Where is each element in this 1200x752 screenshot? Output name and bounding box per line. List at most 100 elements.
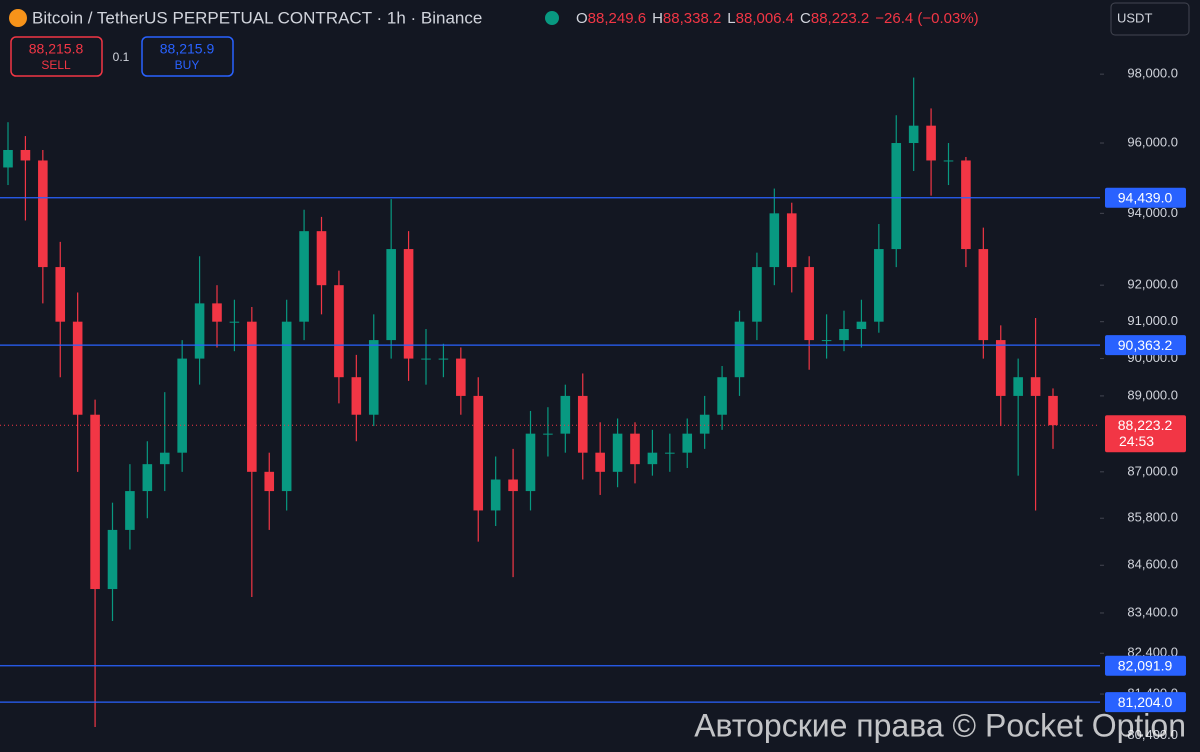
candle-body <box>421 358 431 360</box>
candle-body <box>1048 395 1058 426</box>
candle-body <box>159 452 170 465</box>
level-label: 82,091.9 <box>1118 657 1173 673</box>
legend-key: O <box>576 10 588 27</box>
plot-area: 98,000.0 96,000.0 94,000.0 92,000.0 91,000.0… <box>0 66 1186 742</box>
candle-body <box>995 340 1006 396</box>
level-tag <box>1105 187 1186 208</box>
candle-body <box>525 433 536 492</box>
candle-body <box>821 340 832 342</box>
candle-body <box>264 471 275 492</box>
watermark: Авторские права © Pocket Option <box>694 707 1186 743</box>
candle-body <box>229 321 240 323</box>
candle-body <box>125 491 135 530</box>
level-label: 81,204.0 <box>1118 694 1173 710</box>
candle-body <box>665 452 675 454</box>
candle-body <box>142 464 153 492</box>
candle-body <box>38 160 48 268</box>
legend-value: 88,006.4 <box>736 10 794 27</box>
candle-body <box>595 452 605 472</box>
last-price-label: 88,223.2 <box>1118 417 1173 433</box>
candle-body <box>734 321 745 378</box>
candle-body <box>804 267 814 341</box>
y-tick-label: 83,400.0 <box>1127 604 1178 619</box>
y-tick-label: 87,000.0 <box>1127 463 1178 478</box>
candle-body <box>403 249 414 359</box>
chart-title: Bitcoin / TetherUS PERPETUAL CONTRACT · … <box>32 8 482 27</box>
y-tick-label: 84,600.0 <box>1127 557 1178 572</box>
y-tick-label: 96,000.0 <box>1127 134 1178 149</box>
level-tag <box>1105 692 1186 713</box>
sell-button[interactable] <box>10 36 103 77</box>
candle-body <box>543 433 553 435</box>
candle-body <box>334 285 344 378</box>
candle-body <box>508 479 518 492</box>
bitcoin-icon <box>9 9 27 27</box>
quantity: 0.1 <box>113 50 130 64</box>
candle-body <box>978 249 989 341</box>
buy-button[interactable] <box>141 36 234 77</box>
legend-key: H <box>652 10 663 27</box>
candle-body <box>908 125 919 144</box>
y-tick-label: 80,400.0 <box>1127 727 1178 742</box>
candle-body <box>577 395 588 453</box>
legend-key: C <box>800 10 811 27</box>
candle-body <box>90 414 100 590</box>
ohlc-legend: O88,249.6 H88,338.2 L88,006.4 C88,223.2 −26.… <box>576 10 979 27</box>
candle-body <box>717 377 727 415</box>
buy-price: 88,215.9 <box>160 41 215 57</box>
level-tag <box>1105 655 1186 676</box>
candle-body <box>212 303 222 322</box>
candle-body <box>699 414 710 434</box>
candle-body <box>473 395 484 511</box>
currency-label: USDT <box>1117 10 1152 25</box>
candle-body <box>368 340 379 415</box>
candle-body <box>299 231 309 322</box>
sell-price: 88,215.8 <box>29 41 84 57</box>
legend-change: −26.4 (−0.03%) <box>875 10 978 27</box>
candle-body <box>3 149 13 168</box>
candle-body <box>612 433 623 472</box>
candle-body <box>72 321 83 415</box>
candle-body <box>874 249 884 322</box>
level-label: 94,439.0 <box>1118 189 1173 205</box>
legend-value: 88,338.2 <box>663 10 721 27</box>
overlay: Bitcoin / TetherUS PERPETUAL CONTRACT · … <box>9 2 1190 77</box>
candle-body <box>456 358 466 396</box>
y-tick-label: 98,000.0 <box>1127 66 1178 81</box>
candle-body <box>926 125 936 161</box>
candle-body <box>1030 377 1041 396</box>
candle-body <box>194 303 205 359</box>
candle-body <box>647 452 658 465</box>
y-tick-label: 92,000.0 <box>1127 277 1178 292</box>
candle-body <box>1013 377 1023 396</box>
sell-label: SELL <box>41 58 71 72</box>
candle-body <box>20 149 31 161</box>
candle-body <box>107 529 118 590</box>
level-tag <box>1105 335 1186 356</box>
candle-body <box>438 358 449 360</box>
legend-value: 88,249.6 <box>588 10 646 27</box>
candle-body <box>351 377 362 415</box>
level-label: 90,363.2 <box>1118 337 1173 353</box>
candle-body <box>316 231 327 286</box>
candle-body <box>55 267 66 322</box>
y-tick-label: 89,000.0 <box>1127 387 1178 402</box>
candle-body <box>752 267 762 322</box>
candle-body <box>177 358 187 453</box>
candle-body <box>943 160 954 162</box>
candle-body <box>839 329 849 341</box>
candle-body <box>281 321 292 492</box>
candle-body <box>961 160 971 250</box>
candle-body <box>856 321 867 330</box>
candle-body <box>682 433 693 453</box>
buy-label: BUY <box>175 58 200 72</box>
last-price-tag <box>1105 415 1186 453</box>
candle-body <box>490 479 501 511</box>
candle-body <box>786 213 797 268</box>
candle-body <box>891 143 902 250</box>
currency-select[interactable] <box>1110 2 1190 36</box>
y-tick-label: 91,000.0 <box>1127 313 1178 328</box>
candle-body <box>630 433 640 465</box>
